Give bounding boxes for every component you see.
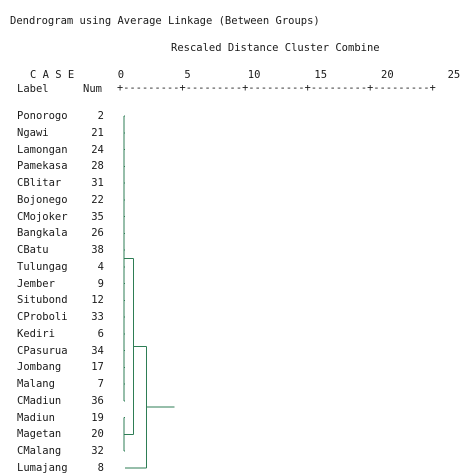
leaf-label: CMalang bbox=[17, 445, 62, 457]
leaf-label: CMojoker bbox=[17, 210, 68, 223]
leaf-num: 38 bbox=[91, 244, 104, 256]
leaf-label: Bojonego bbox=[17, 193, 68, 206]
scale-title: Rescaled Distance Cluster Combine bbox=[171, 42, 380, 54]
leaf-num: 7 bbox=[97, 378, 104, 390]
leaf-num: 9 bbox=[97, 277, 104, 290]
leaf-num: 34 bbox=[91, 344, 104, 357]
num-header: Num bbox=[83, 83, 102, 95]
leaf-num: 20 bbox=[91, 428, 104, 441]
leaf-label: Situbond bbox=[17, 294, 68, 307]
leaf-num: 12 bbox=[91, 294, 104, 307]
distance-ruler: +---------+---------+---------+---------… bbox=[117, 83, 436, 94]
leaf-label: CPasurua bbox=[17, 344, 68, 357]
axis-tick-label: 10 bbox=[247, 69, 261, 81]
leaf-num: 31 bbox=[91, 177, 104, 189]
leaf-num: 2 bbox=[97, 110, 104, 122]
chart-title: Dendrogram using Average Linkage (Betwee… bbox=[10, 15, 320, 27]
leaf-label: CBlitar bbox=[17, 177, 62, 189]
axis-tick-label: 0 bbox=[117, 69, 125, 81]
axis-tick-label: 25 bbox=[447, 69, 461, 81]
leaf-num: 21 bbox=[91, 126, 104, 139]
axis-tick-label: 5 bbox=[184, 69, 191, 81]
leaf-label: CProboli bbox=[17, 311, 68, 323]
leaf-label: Jombang bbox=[17, 361, 62, 374]
leaf-num: 32 bbox=[91, 445, 104, 457]
leaf-num: 17 bbox=[91, 361, 104, 374]
leaf-num: 19 bbox=[91, 411, 104, 424]
leaf-label: Magetan bbox=[17, 428, 62, 441]
leaf-label: Pamekasa bbox=[17, 160, 68, 173]
leaf-label: Ponorogo bbox=[17, 110, 68, 122]
leaf-label: Malang bbox=[17, 378, 55, 390]
leaf-label: CMadiun bbox=[17, 394, 62, 407]
leaf-label: Lumajang bbox=[17, 461, 68, 474]
leaf-label: Lamongan bbox=[17, 143, 68, 156]
leaf-num: 36 bbox=[91, 394, 104, 407]
axis-tick-label: 15 bbox=[314, 69, 328, 81]
axis-tick-label: 20 bbox=[381, 69, 394, 81]
leaf-label: Madiun bbox=[17, 411, 55, 424]
leaf-label: Ngawi bbox=[17, 126, 49, 139]
leaf-label: Kediri bbox=[17, 327, 55, 340]
case-header: C A S E bbox=[30, 69, 75, 81]
leaf-num: 8 bbox=[97, 461, 104, 474]
leaf-num: 28 bbox=[91, 160, 104, 173]
leaf-label: Bangkala bbox=[17, 227, 68, 240]
leaf-num: 33 bbox=[91, 311, 104, 323]
leaf-num: 4 bbox=[97, 260, 104, 273]
label-header: Label bbox=[17, 83, 49, 95]
leaf-label: Tulungag bbox=[17, 260, 68, 273]
leaf-num: 24 bbox=[91, 143, 104, 156]
leaf-label: CBatu bbox=[17, 244, 49, 256]
leaf-num: 26 bbox=[91, 227, 104, 240]
leaf-num: 22 bbox=[91, 193, 104, 206]
leaf-num: 6 bbox=[97, 327, 104, 340]
leaf-label: Jember bbox=[17, 277, 55, 290]
leaf-num: 35 bbox=[91, 210, 104, 223]
